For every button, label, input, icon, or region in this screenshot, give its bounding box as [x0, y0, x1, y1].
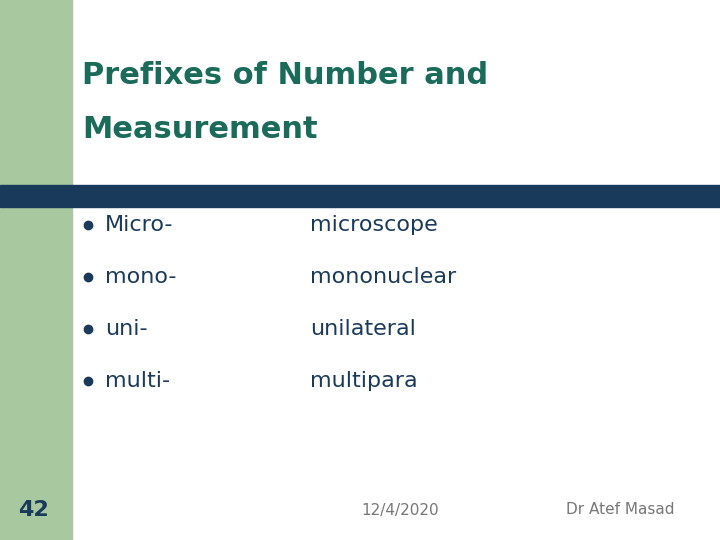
- Text: uni-: uni-: [105, 319, 148, 339]
- Bar: [0, 185, 720, 207]
- Text: multi-: multi-: [105, 371, 170, 391]
- Text: mono-: mono-: [105, 267, 176, 287]
- Text: unilateral: unilateral: [310, 319, 416, 339]
- Text: 12/4/2020: 12/4/2020: [361, 503, 438, 517]
- Text: microscope: microscope: [310, 215, 438, 235]
- Text: Micro-: Micro-: [105, 215, 174, 235]
- Text: mononuclear: mononuclear: [310, 267, 456, 287]
- Bar: [0, 0, 72, 540]
- Text: multipara: multipara: [310, 371, 418, 391]
- Text: Measurement: Measurement: [82, 116, 318, 145]
- Text: Dr Atef Masad: Dr Atef Masad: [566, 503, 674, 517]
- Text: Prefixes of Number and: Prefixes of Number and: [82, 60, 488, 90]
- Text: 42: 42: [18, 500, 49, 520]
